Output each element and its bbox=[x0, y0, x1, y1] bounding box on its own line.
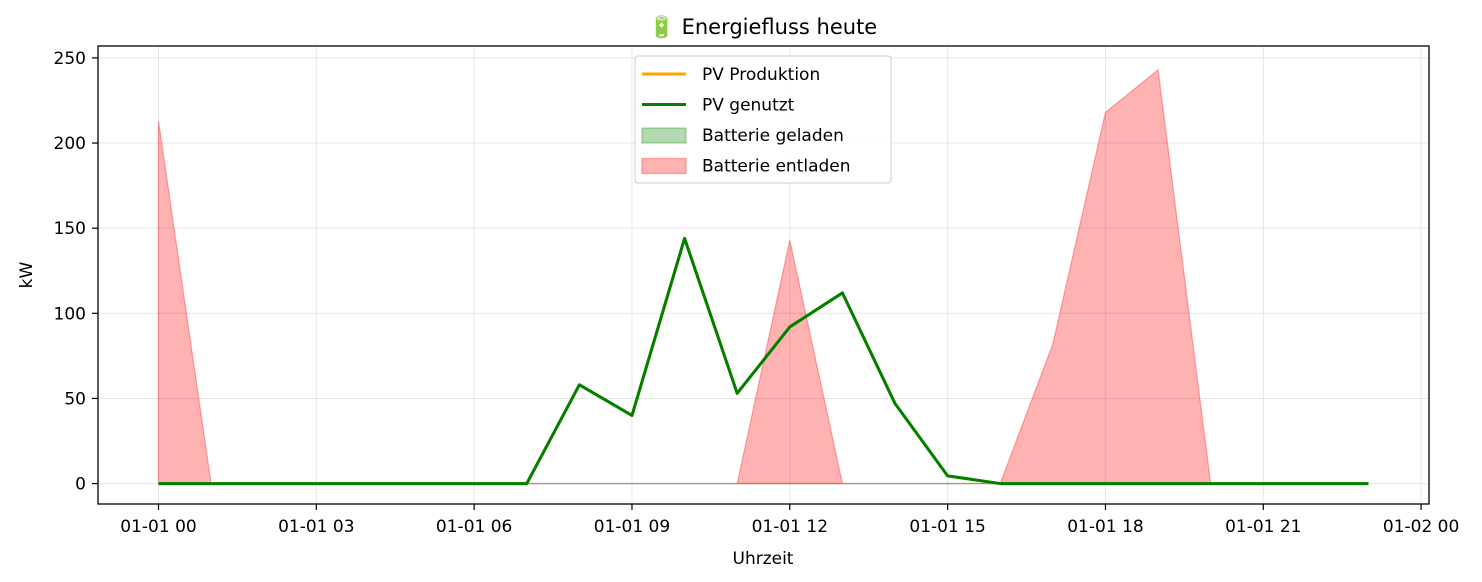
x-tick-label: 01-01 03 bbox=[278, 517, 354, 537]
line-layer bbox=[158, 236, 1369, 486]
line-pv-genutzt bbox=[158, 236, 1369, 486]
legend-label-pv-genutzt: PV genutzt bbox=[702, 96, 795, 116]
legend-box bbox=[634, 55, 892, 184]
x-tick-label: 01-01 18 bbox=[1067, 517, 1143, 537]
y-tick-label: 250 bbox=[54, 49, 86, 69]
legend-label-batterie-entladen: Batterie entladen bbox=[702, 157, 851, 177]
y-tick-label: 0 bbox=[75, 475, 86, 495]
x-axis: 01-01 00 01-01 03 01-01 06 01-01 09 01-01 12… bbox=[120, 504, 1459, 537]
x-tick-label: 01-01 12 bbox=[752, 517, 828, 537]
plot-frame bbox=[97, 45, 1430, 505]
y-tick-label: 100 bbox=[54, 304, 86, 324]
y-tick-label: 150 bbox=[54, 219, 86, 239]
chart-title: 🔋 Energiefluss heute bbox=[649, 14, 877, 39]
legend: PV Produktion PV genutzt Batterie geladen B… bbox=[634, 55, 892, 184]
x-tick-label: 01-01 09 bbox=[594, 517, 670, 537]
x-tick-label: 01-01 21 bbox=[1225, 517, 1301, 537]
x-tick-label: 01-01 15 bbox=[909, 517, 985, 537]
y-axis-label: kW bbox=[17, 261, 37, 288]
x-tick-label: 01-01 06 bbox=[436, 517, 512, 537]
legend-swatch-batterie-geladen bbox=[641, 127, 687, 144]
legend-label-pv-produktion: PV Produktion bbox=[702, 65, 820, 85]
legend-swatch-batterie-entladen bbox=[641, 157, 687, 175]
x-axis-label: Uhrzeit bbox=[733, 549, 794, 569]
x-tick-label: 01-01 00 bbox=[120, 517, 196, 537]
y-axis: 0 50 100 150 200 250 bbox=[54, 49, 98, 495]
legend-label-batterie-geladen: Batterie geladen bbox=[702, 126, 844, 146]
y-tick-label: 200 bbox=[54, 134, 86, 154]
x-tick-label: 01-02 00 bbox=[1383, 517, 1459, 537]
y-tick-label: 50 bbox=[64, 389, 86, 409]
